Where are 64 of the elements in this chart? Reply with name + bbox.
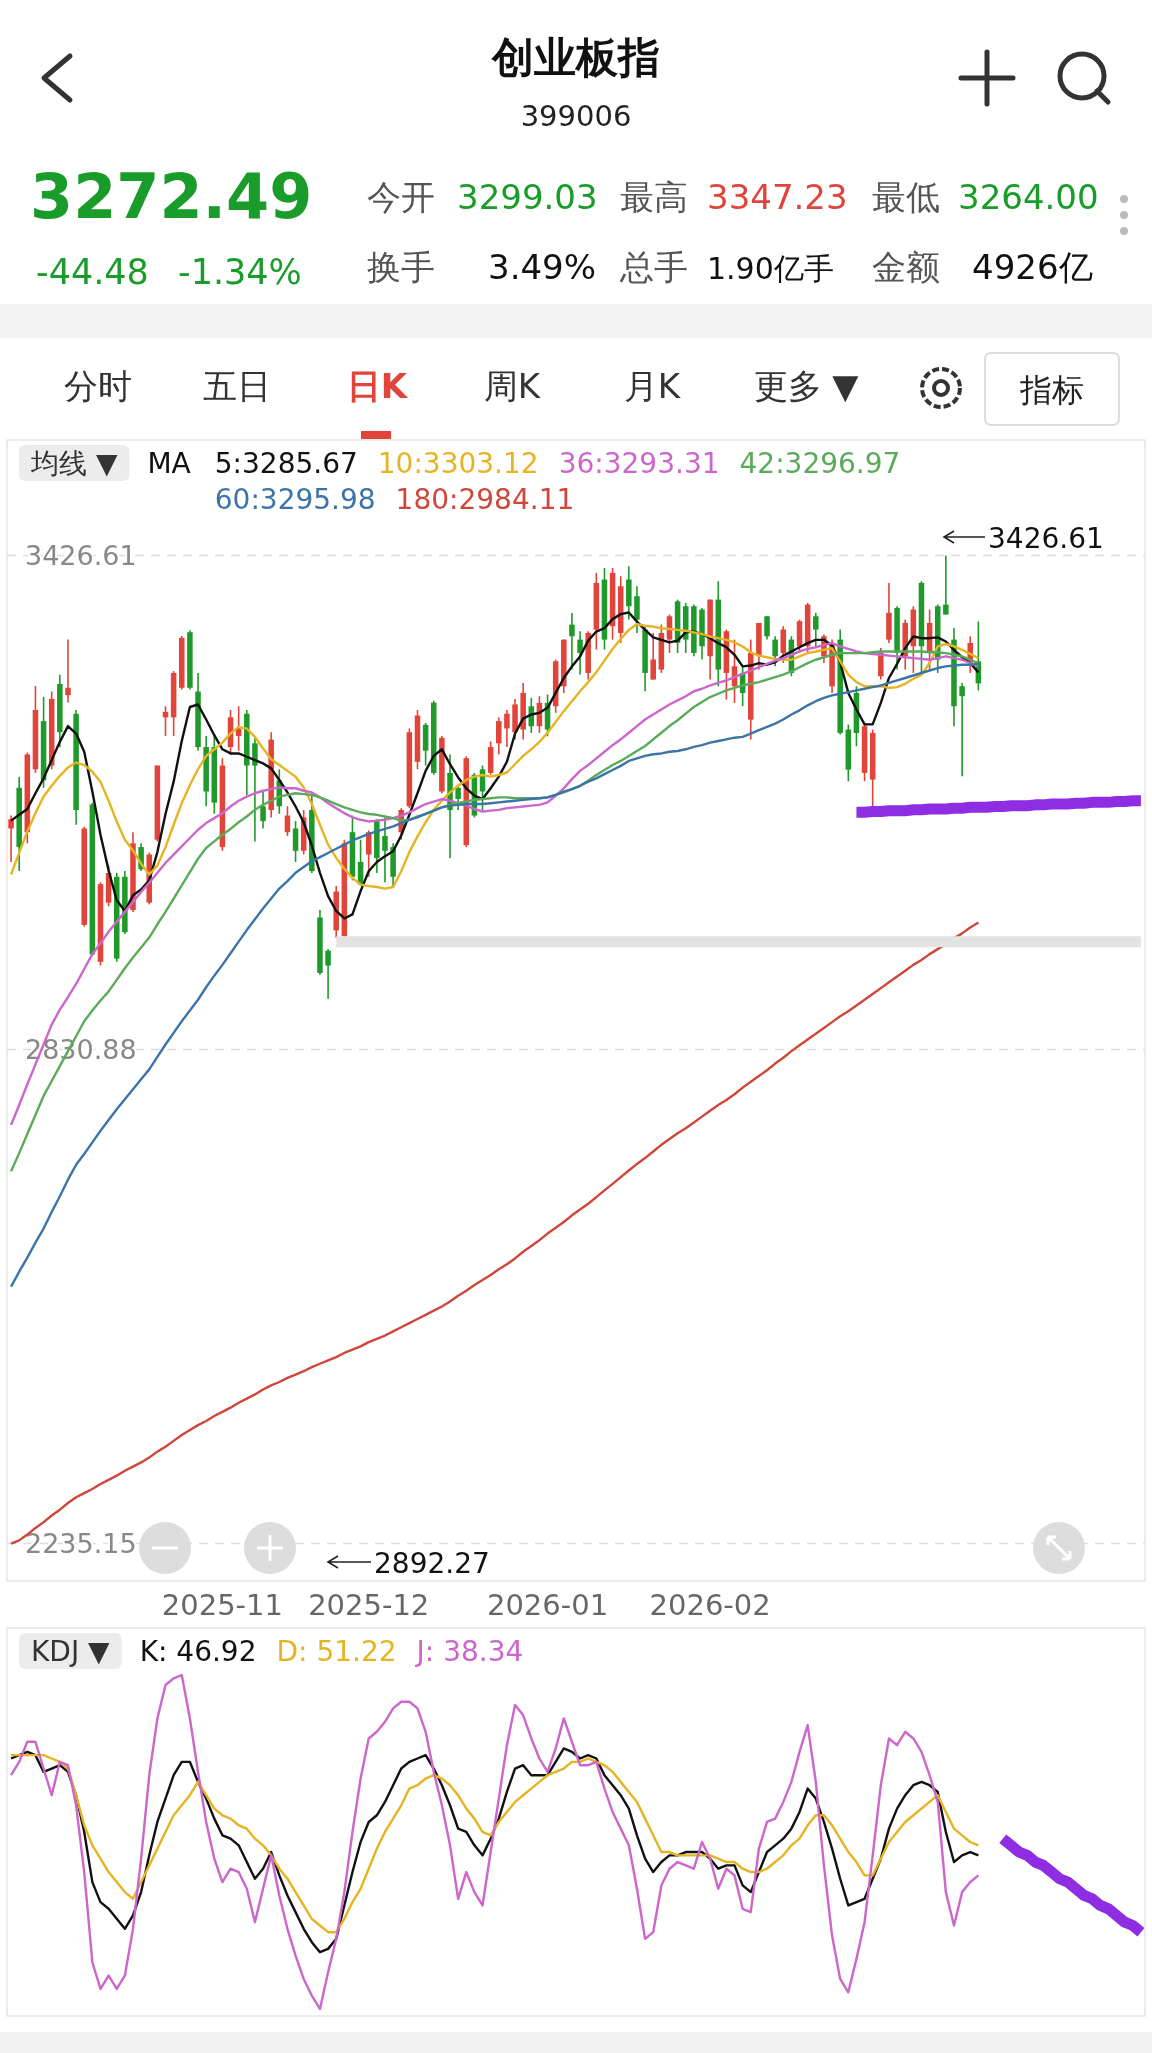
candlestick xyxy=(878,647,884,681)
legend-title: KDJ ▼ xyxy=(31,1635,111,1668)
candlestick xyxy=(577,630,583,676)
candlestick xyxy=(764,615,770,641)
text: -44.48 xyxy=(36,252,149,292)
text: 3264.00 xyxy=(958,177,1099,217)
text: 180:2984.11 xyxy=(395,483,575,516)
candlestick xyxy=(8,814,14,863)
text: -1.34% xyxy=(178,252,302,292)
text: 36:3293.31 xyxy=(558,447,720,480)
candlestick xyxy=(382,816,388,884)
text: 分时 xyxy=(64,366,132,406)
text: 1.90亿手 xyxy=(707,251,834,286)
text: K: 46.92 xyxy=(139,1635,257,1668)
text: 最低 xyxy=(872,177,940,217)
text: 最高 xyxy=(620,177,688,217)
candlestick xyxy=(325,948,331,1000)
y-tick-label: 3426.61 xyxy=(25,540,137,572)
text: 创业板指 xyxy=(490,33,660,82)
text: 五日 xyxy=(203,366,271,406)
candlestick xyxy=(65,638,71,704)
x-tick-label: 2026-01 xyxy=(486,1588,609,1622)
candlestick xyxy=(455,785,461,811)
y-tick-label: 2235.15 xyxy=(25,1528,137,1560)
x-tick-label: 2025-12 xyxy=(308,1588,430,1622)
text: 399006 xyxy=(520,99,632,133)
candlestick xyxy=(569,612,575,671)
annotation: 2892.27 xyxy=(374,1547,490,1580)
text: 指标 xyxy=(1019,371,1084,409)
text: D: 51.22 xyxy=(276,1635,397,1668)
text: 月K xyxy=(623,366,682,406)
text: 42:3296.97 xyxy=(739,447,901,480)
x-tick-label: 2026-02 xyxy=(649,1588,771,1622)
candlestick xyxy=(943,554,949,616)
candlestick xyxy=(504,709,510,748)
candlestick xyxy=(292,820,299,863)
candlestick xyxy=(959,682,965,778)
candlestick xyxy=(650,632,656,681)
text: 总手 xyxy=(619,247,688,287)
text: 3.49% xyxy=(488,247,597,287)
text: 60:3295.98 xyxy=(214,483,376,516)
legend-title: 均线 ▼ xyxy=(30,447,118,480)
text: 5:3285.67 xyxy=(214,447,358,480)
candlestick xyxy=(496,716,502,756)
x-tick-label: 2025-11 xyxy=(161,1588,283,1622)
text: 日K xyxy=(346,366,409,406)
candlestick xyxy=(813,612,819,648)
candlestick xyxy=(260,790,266,830)
text: 周K xyxy=(483,366,542,406)
series-label: J: 38.34 xyxy=(414,1635,524,1668)
annotation: 3426.61 xyxy=(988,522,1104,555)
text: 更多 ▼ xyxy=(753,366,860,406)
text: 金额 xyxy=(872,247,940,287)
text: 3299.03 xyxy=(457,177,598,217)
text: 10:3303.12 xyxy=(377,447,539,480)
text: 3347.23 xyxy=(707,177,848,217)
text: 今开 xyxy=(367,177,435,217)
text: 4926亿 xyxy=(972,247,1093,287)
text: 3272.49 xyxy=(30,160,313,233)
candlestick xyxy=(772,635,778,668)
candlestick xyxy=(634,585,640,634)
text: 换手 xyxy=(367,247,435,287)
candlestick xyxy=(252,735,258,843)
annotation: MA xyxy=(147,447,191,480)
